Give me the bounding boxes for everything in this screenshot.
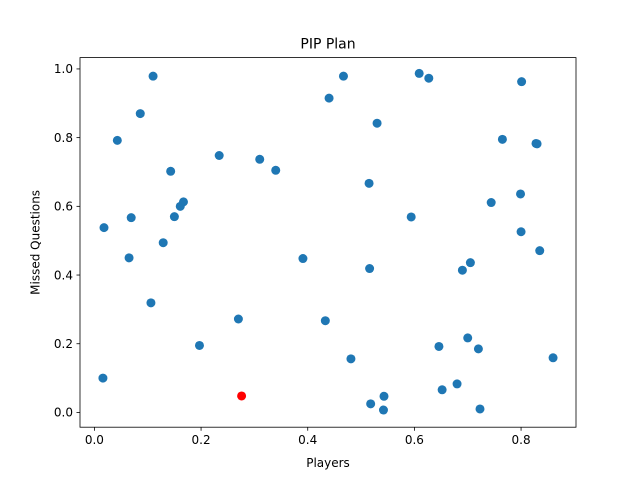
data-point xyxy=(365,264,375,274)
x-ticks: 0.0 0.2 0.4 0.6 0.8 xyxy=(85,427,531,447)
data-point xyxy=(465,258,475,268)
data-point xyxy=(379,391,389,401)
data-point xyxy=(532,139,542,149)
data-point xyxy=(434,341,444,351)
data-point xyxy=(516,227,526,237)
axes-frame xyxy=(79,57,577,428)
data-point xyxy=(271,165,281,175)
y-tick-label: 0.0 xyxy=(54,406,73,420)
plot-area xyxy=(80,57,576,428)
data-point xyxy=(497,134,507,144)
data-point xyxy=(406,212,416,222)
points-layer xyxy=(98,68,558,415)
y-tick-label: 0.4 xyxy=(54,268,73,282)
data-point xyxy=(372,118,382,128)
data-point xyxy=(463,333,473,343)
data-point xyxy=(346,354,356,364)
data-point xyxy=(548,353,558,363)
data-point xyxy=(535,246,545,256)
data-point xyxy=(452,379,462,389)
data-point xyxy=(366,399,376,409)
y-tick-label: 0.6 xyxy=(54,200,73,214)
data-point xyxy=(166,166,176,176)
data-point xyxy=(324,93,334,103)
data-point xyxy=(135,109,145,119)
data-point xyxy=(233,314,243,324)
x-tick-label: 0.0 xyxy=(85,433,104,447)
data-point xyxy=(158,238,168,248)
data-point xyxy=(255,154,265,164)
data-point xyxy=(437,385,447,395)
data-point xyxy=(320,316,330,326)
data-point xyxy=(98,373,108,383)
data-point xyxy=(99,223,109,233)
y-tick-label: 0.8 xyxy=(54,131,73,145)
x-axis-label: Players xyxy=(306,456,350,470)
x-tick-label: 0.6 xyxy=(405,433,424,447)
data-point xyxy=(124,253,134,263)
data-point xyxy=(378,405,388,415)
x-tick-label: 0.8 xyxy=(512,433,531,447)
data-point xyxy=(414,68,424,78)
data-point xyxy=(126,213,136,223)
data-point xyxy=(517,77,527,87)
data-point xyxy=(364,178,374,188)
y-tick-label: 0.2 xyxy=(54,337,73,351)
x-tick-label: 0.2 xyxy=(192,433,211,447)
data-point xyxy=(516,189,526,199)
y-ticks: 0.0 0.2 0.4 0.6 0.8 1.0 xyxy=(54,62,80,420)
data-point xyxy=(338,71,348,81)
data-point xyxy=(178,197,188,207)
data-point xyxy=(475,404,485,414)
data-point xyxy=(169,212,179,222)
data-point xyxy=(457,265,467,275)
data-point xyxy=(112,135,122,145)
chart-title: PIP Plan xyxy=(300,37,355,53)
data-point xyxy=(486,198,496,208)
y-tick-label: 1.0 xyxy=(54,62,73,76)
data-point xyxy=(148,71,158,81)
data-point xyxy=(214,151,224,160)
data-point xyxy=(146,298,156,308)
x-tick-label: 0.4 xyxy=(298,433,317,447)
data-point xyxy=(424,73,434,83)
y-axis-label: Missed Questions xyxy=(29,190,43,295)
data-point xyxy=(473,344,483,354)
highlighted-point xyxy=(237,391,247,401)
data-point xyxy=(194,340,204,350)
data-point xyxy=(298,254,308,264)
